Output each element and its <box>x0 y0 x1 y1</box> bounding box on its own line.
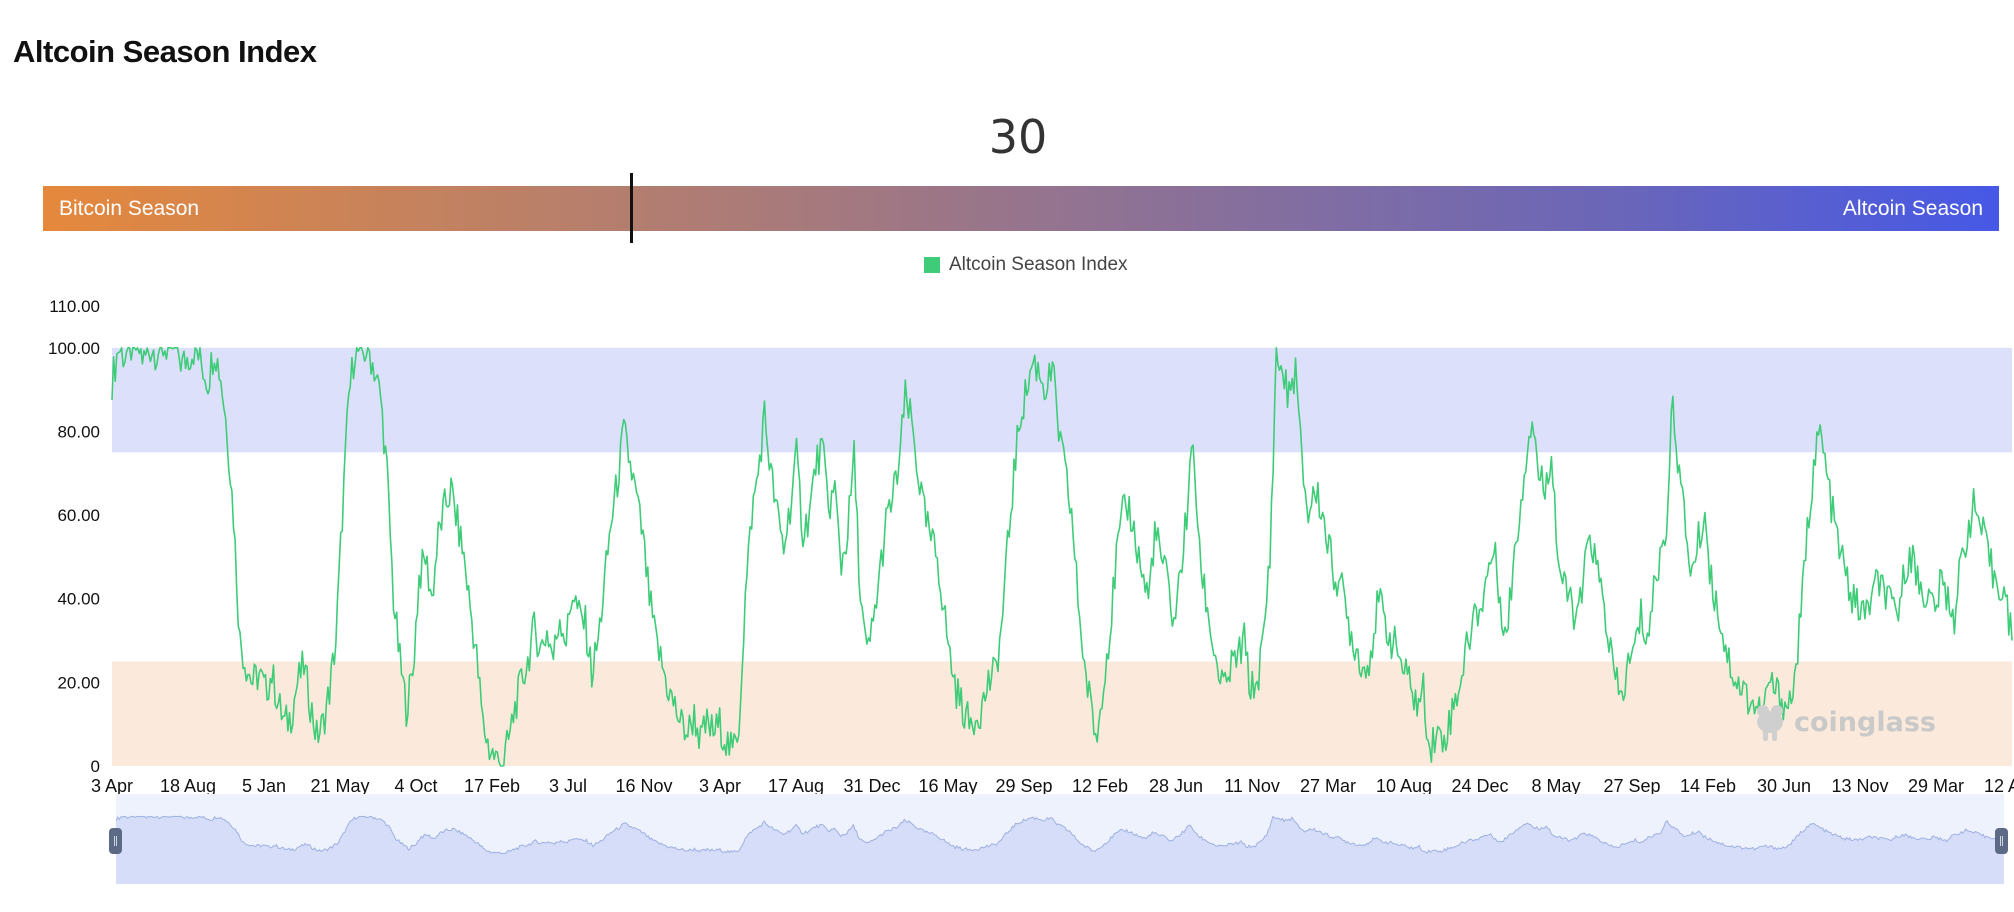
x-tick-label: 4 Oct <box>394 776 437 796</box>
x-axis: 3 Apr 18 Aug 5 Jan 21 May 4 Oct 17 Feb 3 Jul 16… <box>91 776 2014 796</box>
x-tick-label: 17 Feb <box>464 776 520 796</box>
x-tick-label: 31 Dec <box>843 776 900 796</box>
altcoin-season-label: Altcoin Season <box>1842 197 1983 220</box>
y-axis: 0 20.00 40.00 60.00 80.00 100.00 110.00 <box>48 297 100 776</box>
y-tick-label: 0 <box>91 757 100 776</box>
current-value-indicator <box>630 173 633 243</box>
legend-swatch-icon <box>924 257 940 273</box>
x-tick-label: 14 Feb <box>1680 776 1736 796</box>
slider-start-handle[interactable] <box>109 828 122 854</box>
coinglass-watermark: coinglass <box>1754 702 1936 742</box>
x-tick-label: 28 Jun <box>1149 776 1203 796</box>
x-tick-label: 11 Nov <box>1224 776 1280 796</box>
band-altcoin-season <box>112 347 2012 453</box>
band-bitcoin-season <box>112 661 2012 766</box>
x-tick-label: 18 Aug <box>160 776 216 796</box>
x-tick-label: 3 Jul <box>549 776 587 796</box>
y-tick-label: 40.00 <box>57 590 100 609</box>
season-gradient-bar: Bitcoin Season Altcoin Season <box>43 186 1999 231</box>
x-tick-label: 12 Feb <box>1072 776 1128 796</box>
x-tick-label: 16 Nov <box>615 776 672 796</box>
y-tick-label: 20.00 <box>57 673 100 692</box>
x-tick-label: 13 Nov <box>1831 776 1888 796</box>
series-layer <box>111 347 2013 767</box>
x-tick-label: 10 Aug <box>1376 776 1432 796</box>
x-tick-label: 3 Apr <box>91 776 133 796</box>
x-tick-label: 29 Mar <box>1908 776 1964 796</box>
y-tick-label: 80.00 <box>57 422 100 441</box>
x-tick-label: 17 Aug <box>768 776 824 796</box>
x-tick-label: 27 Mar <box>1300 776 1356 796</box>
y-tick-label: 110.00 <box>49 297 100 316</box>
x-tick-label: 8 May <box>1531 776 1580 796</box>
x-tick-label: 21 May <box>310 776 369 796</box>
legend-label: Altcoin Season Index <box>949 254 1128 275</box>
watermark-text: coinglass <box>1794 706 1936 738</box>
current-index-value: 30 <box>988 110 1048 164</box>
x-tick-label: 12 Aug <box>1984 776 2014 796</box>
x-tick-label: 30 Jun <box>1757 776 1811 796</box>
chart-legend[interactable]: Altcoin Season Index <box>924 254 1128 276</box>
y-tick-label: 60.00 <box>57 506 100 525</box>
bitcoin-season-label: Bitcoin Season <box>59 197 200 220</box>
slider-preview <box>115 794 2005 884</box>
x-tick-label: 3 Apr <box>699 776 741 796</box>
series-line-altcoin-season-index <box>111 347 2013 767</box>
slider-area <box>116 816 2004 884</box>
x-tick-label: 24 Dec <box>1451 776 1508 796</box>
slider-end-handle[interactable] <box>1995 828 2008 854</box>
zone-bands <box>112 347 2012 766</box>
y-tick-label: 100.00 <box>48 339 100 358</box>
x-tick-label: 5 Jan <box>242 776 286 796</box>
page-title: Altcoin Season Index <box>13 34 317 69</box>
slider-line <box>115 815 2005 855</box>
x-tick-label: 27 Sep <box>1603 776 1660 796</box>
coinglass-frog-logo-icon <box>1757 705 1783 741</box>
x-tick-label: 29 Sep <box>995 776 1052 796</box>
data-zoom-slider[interactable] <box>109 794 2008 884</box>
x-tick-label: 16 May <box>918 776 977 796</box>
